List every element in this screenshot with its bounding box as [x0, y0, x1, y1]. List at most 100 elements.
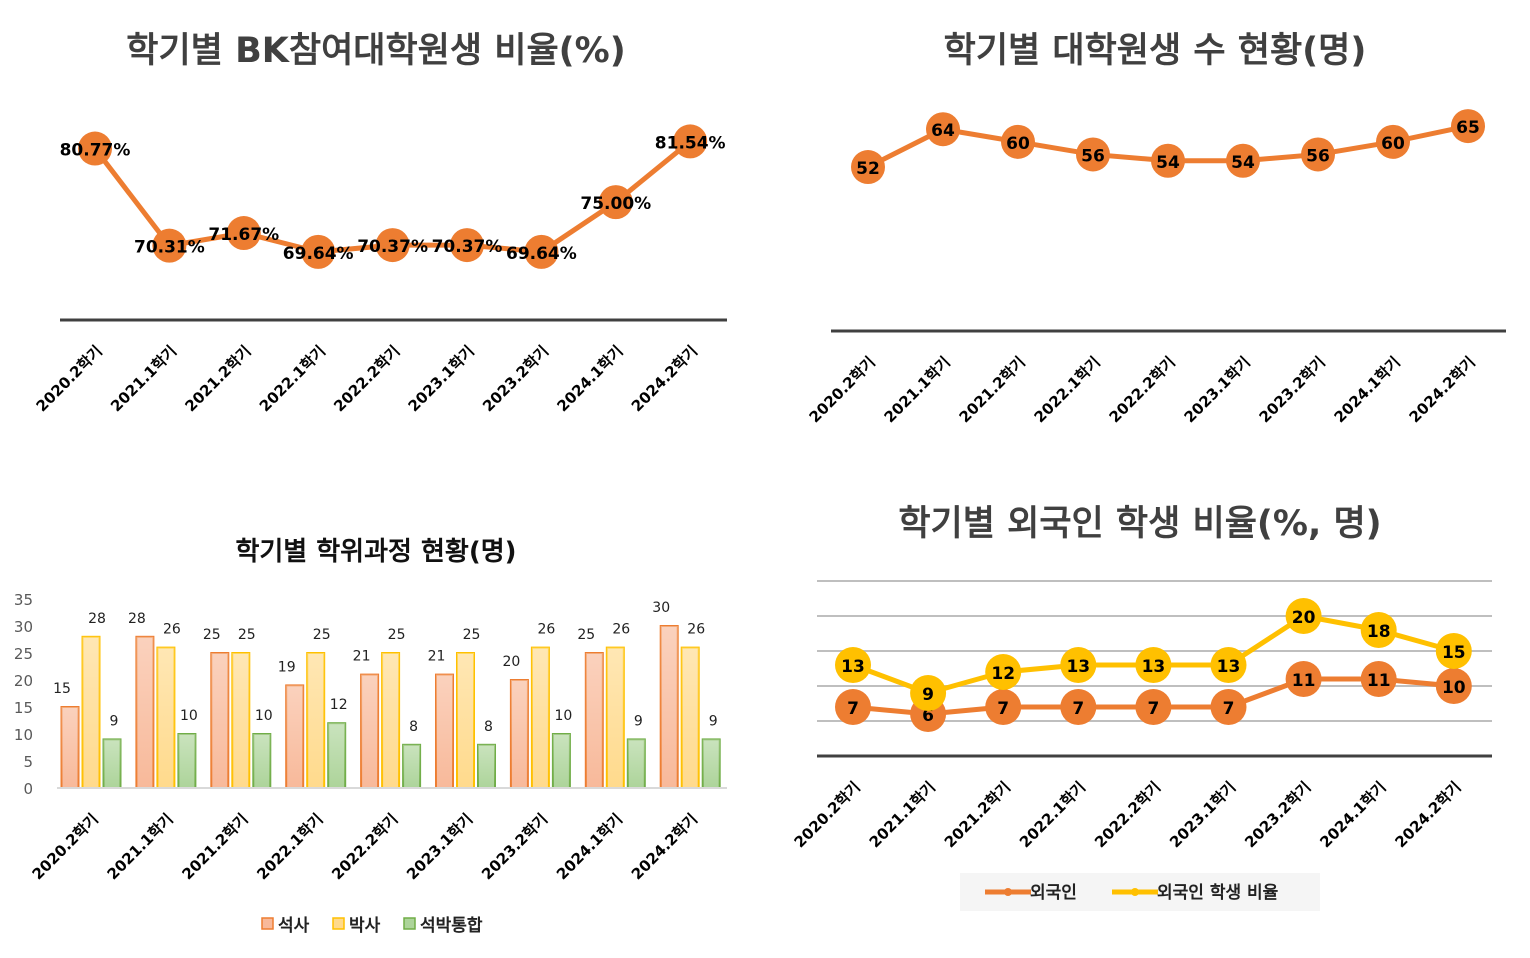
bar-highlight — [510, 680, 528, 788]
data-point — [851, 150, 885, 185]
x-tick-label: 2024.2학기 — [1391, 778, 1464, 851]
data-label: 54 — [1231, 153, 1255, 173]
chart4-title: 학기별 외국인 학생 비율(%, 명) — [898, 504, 1381, 544]
bar-data-label: 9 — [110, 713, 119, 729]
bar-highlight — [660, 626, 678, 788]
legend-swatch — [332, 917, 345, 930]
data-point — [985, 689, 1022, 725]
legend-label: 석사 — [278, 916, 310, 936]
bar-highlight — [232, 653, 250, 788]
data-label: 56 — [1306, 146, 1330, 166]
data-point — [1076, 137, 1110, 172]
data-label: 71.67% — [208, 225, 279, 245]
bar-data-label: 9 — [634, 713, 643, 729]
chart2-title: 학기별 대학원생 수 현황(명) — [944, 31, 1367, 71]
data-label: 7 — [847, 699, 859, 719]
legend-label: 석박통합 — [420, 915, 483, 936]
data-label: 60 — [1006, 134, 1030, 154]
data-label: 7 — [1072, 699, 1084, 719]
data-point — [78, 131, 112, 166]
x-tick-label: 2022.1학기 — [256, 342, 329, 415]
bar-data-label: 19 — [278, 659, 296, 675]
data-point — [450, 228, 484, 263]
bar-data-label: 28 — [88, 611, 106, 627]
y-tick-label: 25 — [14, 645, 33, 663]
legend-point-marker — [1004, 888, 1012, 896]
x-tick-label: 2021.2학기 — [178, 810, 251, 883]
legend-label: 박사 — [349, 916, 381, 936]
data-label: 10 — [1442, 678, 1466, 698]
x-tick-label: 2023.2학기 — [1241, 778, 1314, 851]
y-tick-label: 0 — [23, 780, 33, 798]
x-tick-label: 2022.2학기 — [328, 810, 401, 883]
data-point — [1210, 689, 1247, 725]
bar-data-label: 25 — [577, 627, 595, 643]
data-point — [152, 228, 187, 263]
data-label: 69.64% — [506, 244, 577, 264]
data-label: 11 — [1367, 671, 1391, 691]
legend-swatch — [403, 917, 416, 930]
data-point — [524, 234, 559, 269]
bar-data-label: 26 — [537, 622, 555, 638]
data-point — [985, 654, 1022, 690]
data-point — [1135, 647, 1172, 683]
data-label: 70.31% — [134, 238, 205, 258]
legend-point-marker — [1131, 888, 1139, 896]
x-tick-label: 2020.2학기 — [33, 342, 106, 415]
data-point — [1435, 633, 1472, 669]
data-label: 7 — [1223, 699, 1235, 719]
x-tick-label: 2024.1학기 — [553, 810, 626, 883]
data-point — [1060, 689, 1097, 725]
y-tick-label: 35 — [14, 591, 33, 609]
data-label: 75.00% — [580, 194, 651, 214]
data-label: 52 — [856, 159, 880, 179]
y-tick-label: 10 — [14, 726, 33, 744]
bar-data-label: 21 — [428, 649, 446, 665]
bar-highlight — [157, 647, 175, 788]
bar-highlight — [552, 734, 570, 788]
legend-swatch — [261, 917, 274, 930]
x-tick-label: 2022.1학기 — [1016, 778, 1089, 851]
bar-data-label: 15 — [53, 681, 71, 697]
bar-data-label: 26 — [612, 622, 630, 638]
chart3-title: 학기별 학위과정 현황(명) — [235, 537, 516, 567]
x-tick-label: 2022.2학기 — [330, 342, 403, 415]
x-tick-label: 2024.2학기 — [1406, 353, 1479, 426]
bar-data-label: 8 — [409, 719, 418, 735]
x-tick-label: 2023.1학기 — [403, 810, 476, 883]
bar-highlight — [702, 739, 720, 788]
legend-label: 외국인 학생 비율 — [1157, 883, 1279, 903]
bar-data-label: 25 — [313, 627, 331, 643]
data-point — [1151, 143, 1185, 178]
x-tick-label: 2022.1학기 — [253, 810, 326, 883]
data-label: 9 — [922, 685, 934, 705]
data-label: 13 — [1066, 657, 1090, 677]
data-point — [1210, 647, 1247, 683]
data-point — [1285, 661, 1322, 697]
data-point — [1360, 661, 1397, 697]
bar-highlight — [436, 674, 453, 788]
x-tick-label: 2023.2학기 — [479, 342, 552, 415]
bar-data-label: 25 — [203, 627, 221, 643]
bar-data-label: 25 — [238, 627, 256, 643]
data-label: 65 — [1456, 118, 1480, 138]
x-tick-label: 2020.2학기 — [791, 778, 864, 851]
bar-highlight — [382, 653, 400, 788]
bar-highlight — [136, 636, 154, 788]
data-point — [1451, 109, 1485, 144]
data-point — [1376, 124, 1410, 159]
bar-highlight — [531, 647, 549, 788]
data-point — [673, 124, 708, 159]
y-tick-label: 5 — [23, 753, 33, 771]
data-point — [910, 675, 947, 711]
bar-highlight — [253, 734, 271, 788]
x-tick-label: 2022.2학기 — [1091, 778, 1164, 851]
bar-highlight — [478, 744, 495, 788]
data-label: 70.37% — [357, 237, 428, 257]
data-point — [1135, 689, 1172, 725]
data-label: 13 — [1142, 657, 1166, 677]
bar-data-label: 9 — [709, 713, 718, 729]
bar-highlight — [211, 653, 229, 788]
